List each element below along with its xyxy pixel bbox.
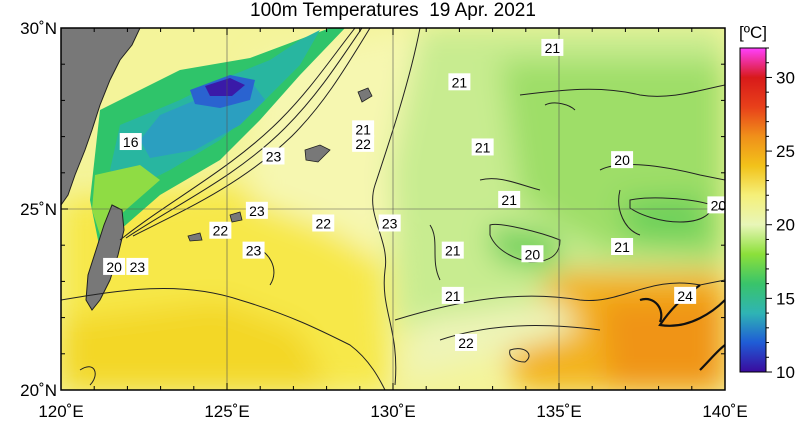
contour-label: 22 <box>312 214 335 232</box>
colorbar-tick-label: 15 <box>776 289 795 308</box>
contour-label: 21 <box>352 120 375 138</box>
contour-label-box <box>611 151 634 169</box>
lat-tick-label: 25˚N <box>20 200 57 219</box>
lat-tick-label: 20˚N <box>20 381 57 400</box>
colorbar-unit: [ºC] <box>739 23 767 42</box>
contour-label-box <box>119 133 142 151</box>
lon-tick-label: 120˚E <box>38 402 83 421</box>
contour-label: 21 <box>498 190 521 208</box>
contour-label: 23 <box>378 214 401 232</box>
contour-label: 20 <box>611 151 634 169</box>
colorbar-tick-label: 25 <box>776 142 795 161</box>
contour-label: 22 <box>209 221 232 239</box>
colorbar-bar <box>739 47 767 373</box>
contour-label: 21 <box>611 238 634 256</box>
contour-label: 24 <box>674 286 697 304</box>
contour-label-text: 21 <box>445 288 461 304</box>
contour-label-box <box>611 238 634 256</box>
contour-label-box <box>352 134 375 152</box>
lat-tick-label: 30˚N <box>20 19 57 38</box>
contour-label-text: 23 <box>130 259 146 275</box>
contour-label-text: 21 <box>501 192 517 208</box>
contour-label-box <box>312 214 335 232</box>
contour-label-text: 22 <box>458 335 474 351</box>
contour-label-text: 23 <box>266 149 282 165</box>
contour-label-box <box>352 120 375 138</box>
contour-label-box <box>245 201 268 219</box>
contour-label: 20 <box>103 257 126 275</box>
map-title: 100m Temperatures 19 Apr. 2021 <box>250 0 536 21</box>
colorbar-tick-label: 10 <box>776 363 795 382</box>
contour-label: 23 <box>262 147 285 165</box>
contour-label: 21 <box>441 286 464 304</box>
lon-tick-label: 135˚E <box>536 402 581 421</box>
contour-label-text: 20 <box>106 259 122 275</box>
contour-label: 23 <box>245 201 268 219</box>
lon-tick-label: 125˚E <box>204 402 249 421</box>
contour-label-box <box>103 257 126 275</box>
contour-label-box <box>209 221 232 239</box>
contour-label: 21 <box>448 73 471 91</box>
contour-label-text: 20 <box>711 197 727 213</box>
contour-label: 22 <box>455 333 478 351</box>
contour-label: 16 <box>119 133 142 151</box>
contour-label-box <box>521 245 544 263</box>
contour-label-text: 21 <box>475 139 491 155</box>
contour-label-text: 24 <box>677 288 693 304</box>
contour-label-text: 21 <box>614 239 630 255</box>
contour-label-box <box>262 147 285 165</box>
contour-label-text: 21 <box>545 40 561 56</box>
contour-label-box <box>126 257 149 275</box>
contour-label-text: 20 <box>614 152 630 168</box>
contour-label: 20 <box>521 245 544 263</box>
colorbar-tick-label: 20 <box>776 216 795 235</box>
contour-label-box <box>455 333 478 351</box>
contour-label: 22 <box>352 134 375 152</box>
contour-label-box <box>471 138 494 156</box>
contour-label-box <box>441 241 464 259</box>
contour-label-box <box>498 190 521 208</box>
contour-label-text: 23 <box>382 215 398 231</box>
contour-label-box <box>448 73 471 91</box>
contour-label: 20 <box>707 196 730 214</box>
contour-label: 21 <box>441 241 464 259</box>
contour-label-text: 21 <box>452 74 468 90</box>
contour-label-box <box>378 214 401 232</box>
contour-label: 21 <box>471 138 494 156</box>
colorbar-tick-label: 30 <box>776 68 795 87</box>
contour-label-text: 23 <box>249 203 265 219</box>
contour-label-text: 20 <box>525 246 541 262</box>
lon-tick-label: 140˚E <box>702 402 747 421</box>
contour-label-box <box>441 286 464 304</box>
map-axes: 120˚E 125˚E 130˚E 135˚E 140˚E 30˚N 25˚N 20˚N <box>20 19 748 421</box>
contour-label-box <box>674 286 697 304</box>
lon-tick-label: 130˚E <box>370 402 415 421</box>
contour-label-text: 16 <box>123 134 139 150</box>
contour-label-text: 23 <box>246 243 262 259</box>
contour-label-box <box>541 38 564 56</box>
contour-label: 21 <box>541 38 564 56</box>
contour-label-text: 21 <box>355 121 371 137</box>
contour-label: 23 <box>126 257 149 275</box>
contour-label: 23 <box>242 241 265 259</box>
contour-label-text: 22 <box>355 136 371 152</box>
contour-label-text: 21 <box>445 243 461 259</box>
contour-label-text: 22 <box>315 215 331 231</box>
contour-label-text: 22 <box>213 223 229 239</box>
colorbar: [ºC] 30 25 20 15 10 <box>739 23 795 382</box>
contour-label-box <box>242 241 265 259</box>
